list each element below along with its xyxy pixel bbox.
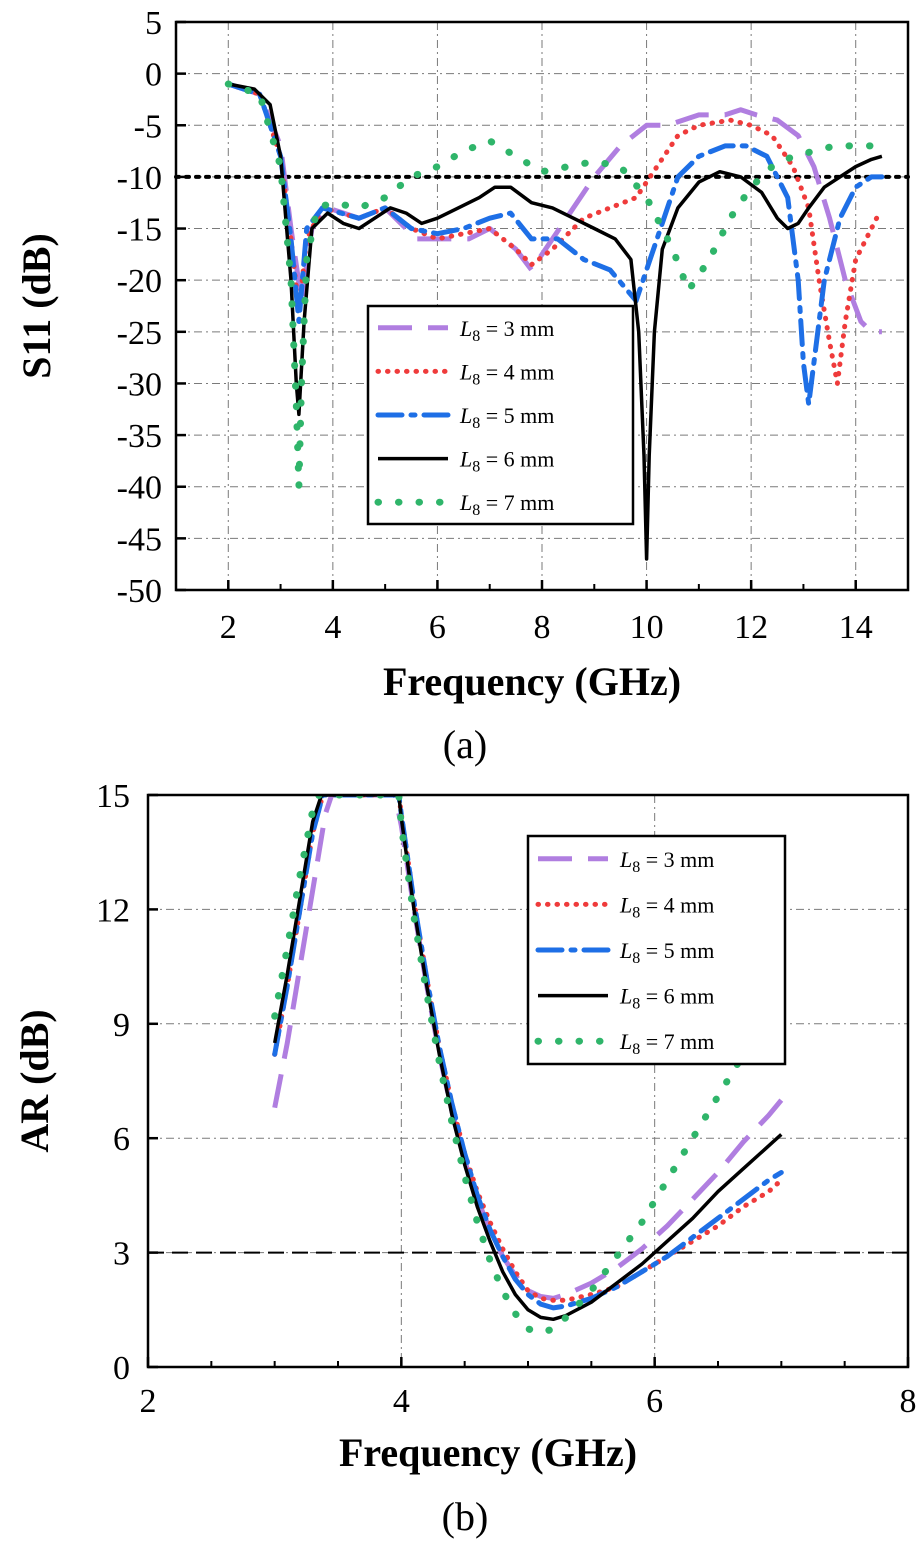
chart-a-y-tick-label-7: -30: [117, 366, 162, 403]
chart-a-series-5mm: [225, 81, 885, 407]
chart-a-legend-label-5mm: L8 = 5 mm: [459, 403, 554, 432]
chart-b-caption: (b): [442, 1494, 489, 1539]
chart-a-legend-label-7mm: L8 = 7 mm: [459, 490, 554, 519]
chart-b-series-group: [271, 795, 785, 1337]
chart-b-legend-label-3mm: L8 = 3 mm: [619, 847, 714, 876]
chart-a-y-tick-label-4: -15: [117, 212, 162, 249]
chart-b-legend-label-4mm: L8 = 4 mm: [619, 892, 714, 921]
chart-a-x-tick-label-3: 8: [534, 609, 551, 646]
chart-a-x-tick-label-2: 6: [429, 609, 446, 646]
chart-a-y-tick-label-2: -5: [134, 108, 162, 145]
chart-b-series-6mm: [272, 795, 783, 1322]
chart-a-y-tick-label-1: 0: [145, 57, 162, 94]
chart-a-x-tick-label-6: 14: [839, 609, 873, 646]
chart-a-legend-label-4mm: L8 = 4 mm: [459, 359, 554, 388]
chart-a-y-tick-label-10: -45: [117, 521, 162, 558]
chart-b-series-3mm: [272, 795, 784, 1301]
chart-a-caption: (a): [443, 722, 487, 767]
chart-a-x-tick-label-5: 12: [734, 609, 768, 646]
chart-a-y-tick-label-3: -10: [117, 160, 162, 197]
chart-b-series-5mm: [272, 795, 784, 1311]
chart-b-x-axis-title: Frequency (GHz): [339, 1430, 637, 1475]
chart-a-x-tick-label-0: 2: [220, 609, 237, 646]
chart-a-legend-label-3mm: L8 = 3 mm: [459, 316, 554, 345]
chart-b-legend-label-7mm: L8 = 7 mm: [619, 1029, 714, 1058]
chart-a-y-tick-label-5: -20: [117, 263, 162, 300]
chart-b: 2 4 6 8 15 12 9 6 3 0 Frequency (GHz) AR (dB) (b) L8 …: [12, 778, 917, 1539]
chart-b-y-tick-label-4: 3: [113, 1236, 130, 1273]
chart-a-series-4mm: [225, 81, 880, 386]
chart-b-x-tick-label-0: 2: [140, 1383, 157, 1420]
chart-a-y-tick-label-0: 5: [145, 5, 162, 42]
chart-a: 2 4 6 8 10 12 14 5 0 -5 -10 -15 -20 -25 -30 -35 -40 -45 -5…: [14, 5, 910, 767]
chart-a-y-tick-label-11: -50: [117, 573, 162, 610]
chart-b-x-tick-label-1: 4: [393, 1383, 410, 1420]
chart-b-y-tick-label-0: 15: [96, 778, 130, 815]
chart-a-x-tick-label-4: 10: [630, 609, 664, 646]
chart-a-y-axis-title: S11 (dB): [14, 233, 59, 379]
chart-b-y-tick-label-3: 6: [113, 1121, 130, 1158]
chart-b-legend-label-5mm: L8 = 5 mm: [619, 938, 714, 967]
chart-b-y-axis-title: AR (dB): [12, 1009, 57, 1152]
chart-b-y-tick-label-2: 9: [113, 1007, 130, 1044]
chart-a-legend-label-6mm: L8 = 6 mm: [459, 447, 554, 476]
chart-b-x-tick-label-2: 6: [646, 1383, 663, 1420]
chart-a-y-tick-label-9: -40: [117, 470, 162, 507]
chart-a-x-axis-title: Frequency (GHz): [383, 659, 681, 704]
chart-a-series-group: [224, 80, 885, 561]
chart-b-legend-label-6mm: L8 = 6 mm: [619, 984, 714, 1013]
chart-b-x-tick-label-3: 8: [900, 1383, 917, 1420]
chart-b-y-tick-label-5: 0: [113, 1350, 130, 1387]
chart-b-y-tick-label-1: 12: [96, 892, 130, 929]
chart-a-y-tick-label-6: -25: [117, 315, 162, 352]
chart-a-x-tick-label-1: 4: [324, 609, 341, 646]
chart-a-y-tick-label-8: -35: [117, 418, 162, 455]
